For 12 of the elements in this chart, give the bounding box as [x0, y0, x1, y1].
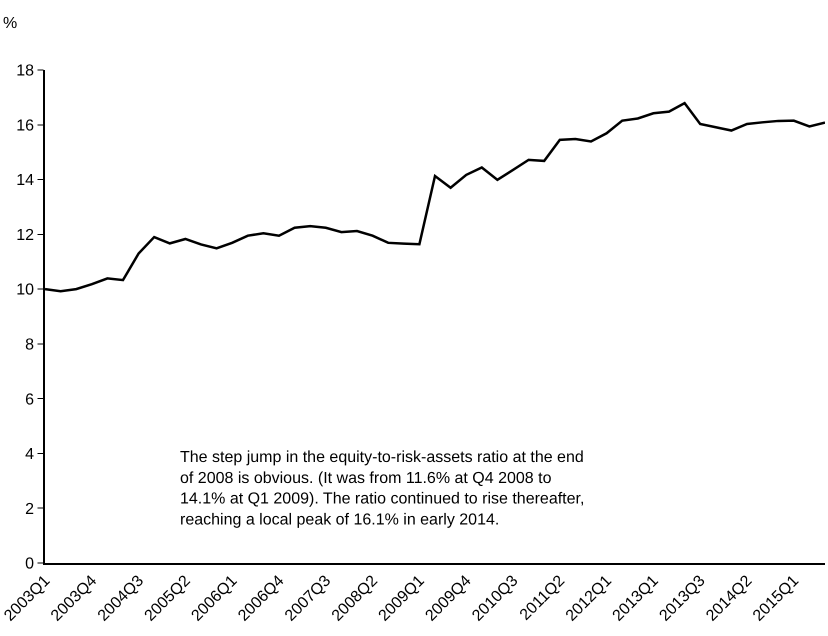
y-tick-label: 10 [16, 282, 34, 299]
y-tick-label: 0 [25, 556, 34, 573]
annotation: The step jump in the equity-to-risk-assets ratio at the end of 2008 is obvious. (It was from 11.6% at Q4 2008 to 14.1% at Q1 2009). The ratio continued to rise thereafter, reaching a local peak of 16.1% in early 2014. [180, 449, 584, 528]
y-tick-label: 4 [25, 446, 34, 464]
y-tick-label: 14 [16, 172, 34, 190]
y-tick-label: 18 [16, 62, 34, 80]
y-tick-label: 12 [16, 226, 34, 244]
y-tick-label: 6 [25, 391, 34, 408]
y-tick-label: 16 [16, 117, 34, 134]
y-tick-label: 8 [25, 336, 34, 354]
y-tick-label: 2 [25, 500, 34, 518]
y-axis-title: % [3, 15, 18, 32]
